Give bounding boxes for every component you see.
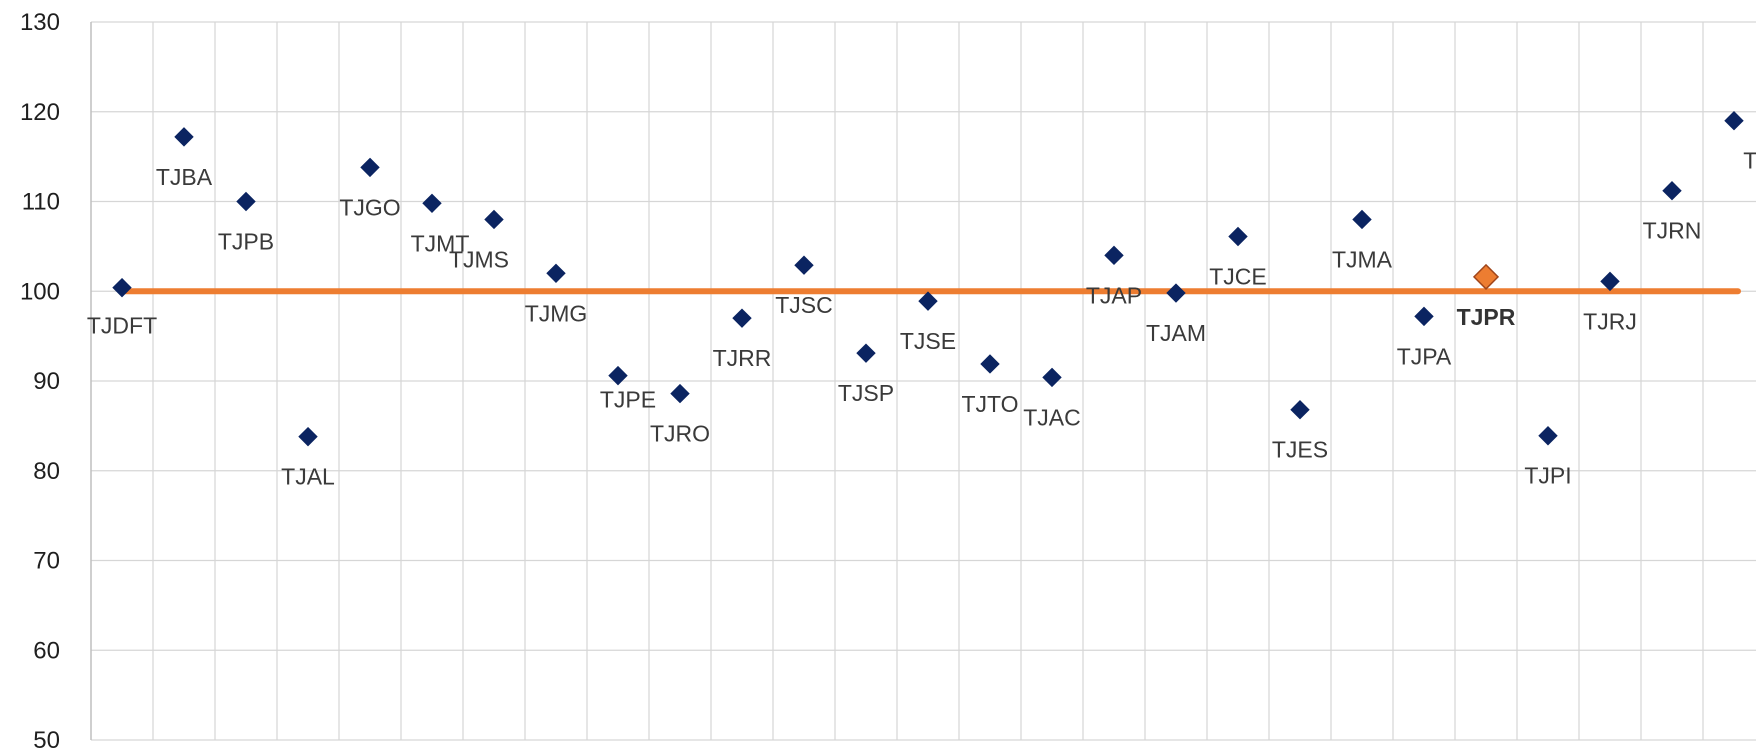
data-point-tjap [1104,245,1124,266]
data-point-tjpi [1538,426,1558,446]
point-label-tjpi: TJPI [1524,463,1571,489]
data-point-tjdft [112,277,132,298]
data-point-tjpb [236,191,256,212]
data-point-tjal [298,426,318,447]
y-axis: 50 60 70 80 90 100 110 120 130 [20,9,60,752]
data-point-tjsp [856,343,876,363]
data-point-tjsc [794,255,814,275]
point-label-tjms: TJMS [449,246,509,272]
point-label-tjdft: TJDFT [87,313,157,339]
y-tick-label: 90 [33,368,60,395]
data-point-tjes [1290,400,1310,420]
y-tick-label: 110 [22,189,60,216]
grid-lines [90,21,1756,741]
point-label-tjba: TJBA [156,164,213,190]
y-tick-label: 100 [20,278,60,305]
data-point-tjrn [1662,181,1682,201]
data-point-tjro [670,383,690,404]
point-label-tjmg: TJMG [525,300,588,326]
point-label-tjes: TJES [1272,437,1328,463]
point-label-tjrr: TJRR [713,345,772,371]
point-label-tjto: TJTO [961,391,1018,417]
point-label-tjpr: TJPR [1457,304,1516,330]
data-point-tjse [918,291,938,311]
data-point-tjpr [1472,263,1500,290]
data-point-tjpe [608,365,628,386]
point-label-tjce: TJCE [1209,264,1267,290]
point-label-tjrn: TJRN [1643,218,1702,244]
point-label-tjgo: TJGO [339,194,400,220]
point-label-tjmt: TJMT [411,230,470,256]
data-point-tjac [1042,367,1062,388]
y-tick-label: 50 [33,727,60,752]
data-point-tjmt [422,193,442,214]
data-point-tjam [1166,283,1186,303]
y-tick-label: 120 [20,99,60,126]
point-label-tjsc: TJSC [775,292,833,318]
point-label-tjam: TJAM [1146,320,1206,346]
data-point-tjce [1228,226,1248,247]
data-point-tjrr [732,308,752,328]
y-tick-label: 80 [33,458,60,485]
point-label-tjpb: TJPB [218,229,274,255]
point-label-tjap: TJAP [1086,282,1142,308]
data-point-tjpa [1414,306,1434,327]
point-label-tjsp: TJSP [838,380,894,406]
data-point-tjgo [360,157,380,178]
point-label-tjac: TJAC [1023,404,1081,430]
data-point-tjto [980,354,1000,374]
y-tick-label: 130 [20,9,60,36]
point-label-tjal: TJAL [281,464,335,490]
point-label-tjro: TJRO [650,421,710,447]
point-label-tjpa: TJPA [1397,343,1452,369]
data-point-tjmg [546,263,566,284]
data-point-tjms [484,209,504,230]
data-point-tjma [1352,209,1372,230]
point-label-tjrs: TJRS [1743,148,1756,174]
point-label-tjse: TJSE [900,328,956,354]
point-label-tjpe: TJPE [600,387,656,413]
y-tick-label: 70 [33,548,60,575]
point-label-tjma: TJMA [1332,246,1393,272]
data-point-tjba [174,127,194,147]
point-label-tjrj: TJRJ [1583,308,1637,334]
y-tick-label: 60 [33,637,60,664]
data-points [112,111,1744,447]
data-point-tjrj [1600,271,1620,292]
data-point-tjrs [1724,111,1744,131]
